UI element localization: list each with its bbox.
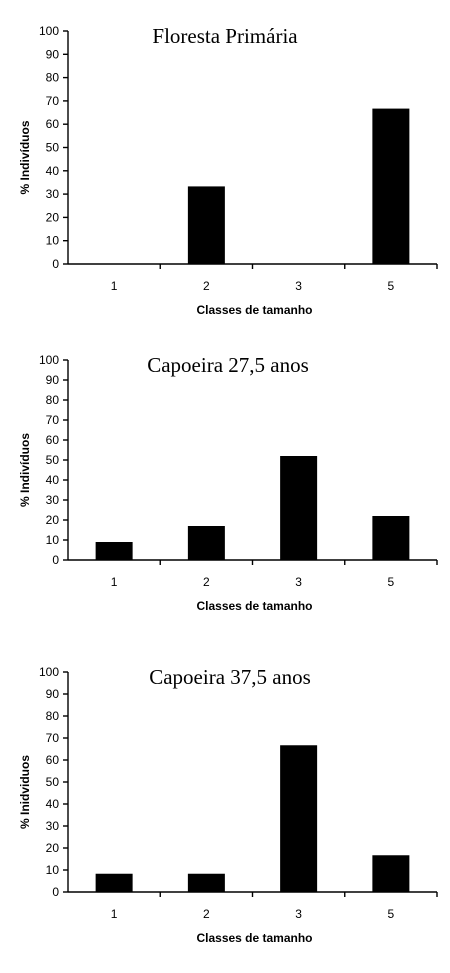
x-tick-label: 2 [203, 907, 210, 921]
x-tick-label: 3 [295, 575, 302, 589]
y-tick-label: 100 [39, 24, 59, 38]
y-tick-label: 10 [46, 863, 60, 877]
y-tick-label: 10 [46, 533, 60, 547]
y-tick-label: 60 [46, 433, 60, 447]
bar-3 [280, 456, 318, 560]
bar-5 [372, 855, 410, 892]
x-tick-label: 5 [388, 907, 395, 921]
bar-2 [187, 873, 225, 892]
y-tick-label: 40 [46, 797, 60, 811]
y-tick-label: 100 [39, 353, 59, 367]
bar-5 [372, 108, 410, 265]
x-axis-label: Classes de tamanho [196, 599, 312, 613]
x-axis-label: Classes de tamanho [196, 303, 312, 317]
x-tick-label: 5 [388, 575, 395, 589]
y-tick-label: 30 [46, 493, 60, 507]
y-tick-label: 70 [46, 94, 60, 108]
y-tick-label: 50 [46, 453, 60, 467]
y-tick-label: 80 [46, 393, 60, 407]
bar-2 [187, 186, 225, 264]
y-tick-label: 0 [52, 553, 59, 567]
bar-1 [95, 542, 133, 560]
bar-1 [95, 873, 133, 892]
x-axis-label: Classes de tamanho [196, 931, 312, 945]
bar-2 [187, 526, 225, 560]
x-tick-label: 2 [203, 279, 210, 293]
y-tick-label: 30 [46, 819, 60, 833]
y-axis-label: % Indivíduos [18, 433, 32, 507]
y-axis-label: % Indivíduos [18, 120, 32, 194]
y-axis-label: % Inidviduos [18, 755, 32, 829]
y-tick-label: 60 [46, 117, 60, 131]
y-tick-label: 60 [46, 753, 60, 767]
y-tick-label: 70 [46, 731, 60, 745]
y-tick-label: 50 [46, 141, 60, 155]
x-tick-label: 3 [295, 279, 302, 293]
chart-title: Floresta Primária [152, 24, 298, 48]
x-tick-label: 3 [295, 907, 302, 921]
x-tick-label: 2 [203, 575, 210, 589]
x-tick-label: 1 [111, 575, 118, 589]
y-tick-label: 20 [46, 841, 60, 855]
y-tick-label: 90 [46, 373, 60, 387]
y-tick-label: 90 [46, 687, 60, 701]
y-tick-label: 90 [46, 47, 60, 61]
bar-3 [280, 745, 318, 892]
y-tick-label: 40 [46, 164, 60, 178]
x-tick-label: 5 [388, 279, 395, 293]
x-tick-label: 1 [111, 279, 118, 293]
y-tick-label: 0 [52, 885, 59, 899]
y-tick-label: 10 [46, 234, 60, 248]
chart-title: Capoeira 37,5 anos [149, 665, 311, 689]
bar-5 [372, 516, 410, 560]
y-tick-label: 40 [46, 473, 60, 487]
chart-panel-floresta-primaria: Floresta Primária 1 2 3 5 0 10 20 30 40 50 60 70 80 90… [0, 0, 450, 325]
y-tick-label: 20 [46, 210, 60, 224]
y-tick-label: 30 [46, 187, 60, 201]
y-tick-label: 50 [46, 775, 60, 789]
chart-title: Capoeira 27,5 anos [147, 353, 309, 377]
y-tick-label: 100 [39, 665, 59, 679]
chart-panel-capoeira-37: Capoeira 37,5 anos 1 2 3 5 0 10 20 30 40 50 60 70 80 9… [0, 650, 450, 973]
x-tick-label: 1 [111, 907, 118, 921]
chart-panel-capoeira-27: Capoeira 27,5 anos 1 2 3 5 0 10 20 30 40 50 60 70 80 9… [0, 325, 450, 650]
y-tick-label: 80 [46, 71, 60, 85]
y-tick-label: 0 [52, 257, 59, 271]
y-tick-label: 80 [46, 709, 60, 723]
y-tick-label: 70 [46, 413, 60, 427]
y-tick-label: 20 [46, 513, 60, 527]
